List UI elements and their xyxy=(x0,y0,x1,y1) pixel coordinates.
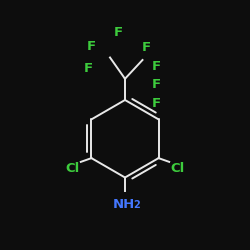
Text: F: F xyxy=(152,60,161,73)
Text: Cl: Cl xyxy=(66,162,80,174)
Text: Cl: Cl xyxy=(170,162,184,174)
Text: NH: NH xyxy=(112,198,135,210)
Text: 2: 2 xyxy=(133,200,140,209)
Text: F: F xyxy=(87,40,96,53)
Text: F: F xyxy=(142,41,151,54)
Text: F: F xyxy=(152,97,161,110)
Text: F: F xyxy=(152,78,161,92)
Text: F: F xyxy=(114,26,122,39)
Text: F: F xyxy=(84,62,93,75)
